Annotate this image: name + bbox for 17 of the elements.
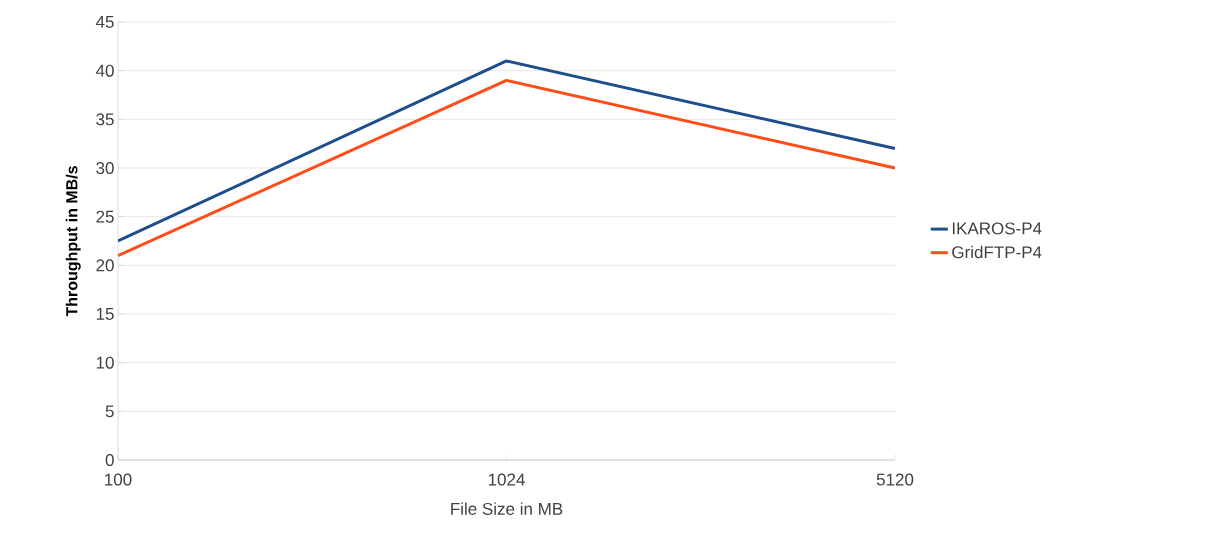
y-axis-title: Throughput in MB/s [65,166,81,317]
legend-label: IKAROS-P4 [952,222,1042,235]
x-tick-label: 100 [105,473,132,486]
y-tick-label: 35 [96,113,114,126]
y-tick-label: 0 [105,453,114,467]
y-tick-label: 45 [95,16,114,28]
y-tick-label: 10 [96,356,114,369]
y-tick-label: 40 [95,64,114,77]
x-axis-title: File Size in MB [451,502,563,515]
y-tick-label: 5 [105,405,114,418]
y-tick-label: 30 [96,161,114,175]
y-tick-label: 15 [96,308,114,320]
y-tick-label: 25 [96,210,114,223]
x-tick-label: 5120 [876,473,914,486]
x-tick-label: 1024 [488,473,525,486]
y-tick-label: 20 [96,259,114,272]
legend-label: GridFTP-P4 [952,245,1042,259]
